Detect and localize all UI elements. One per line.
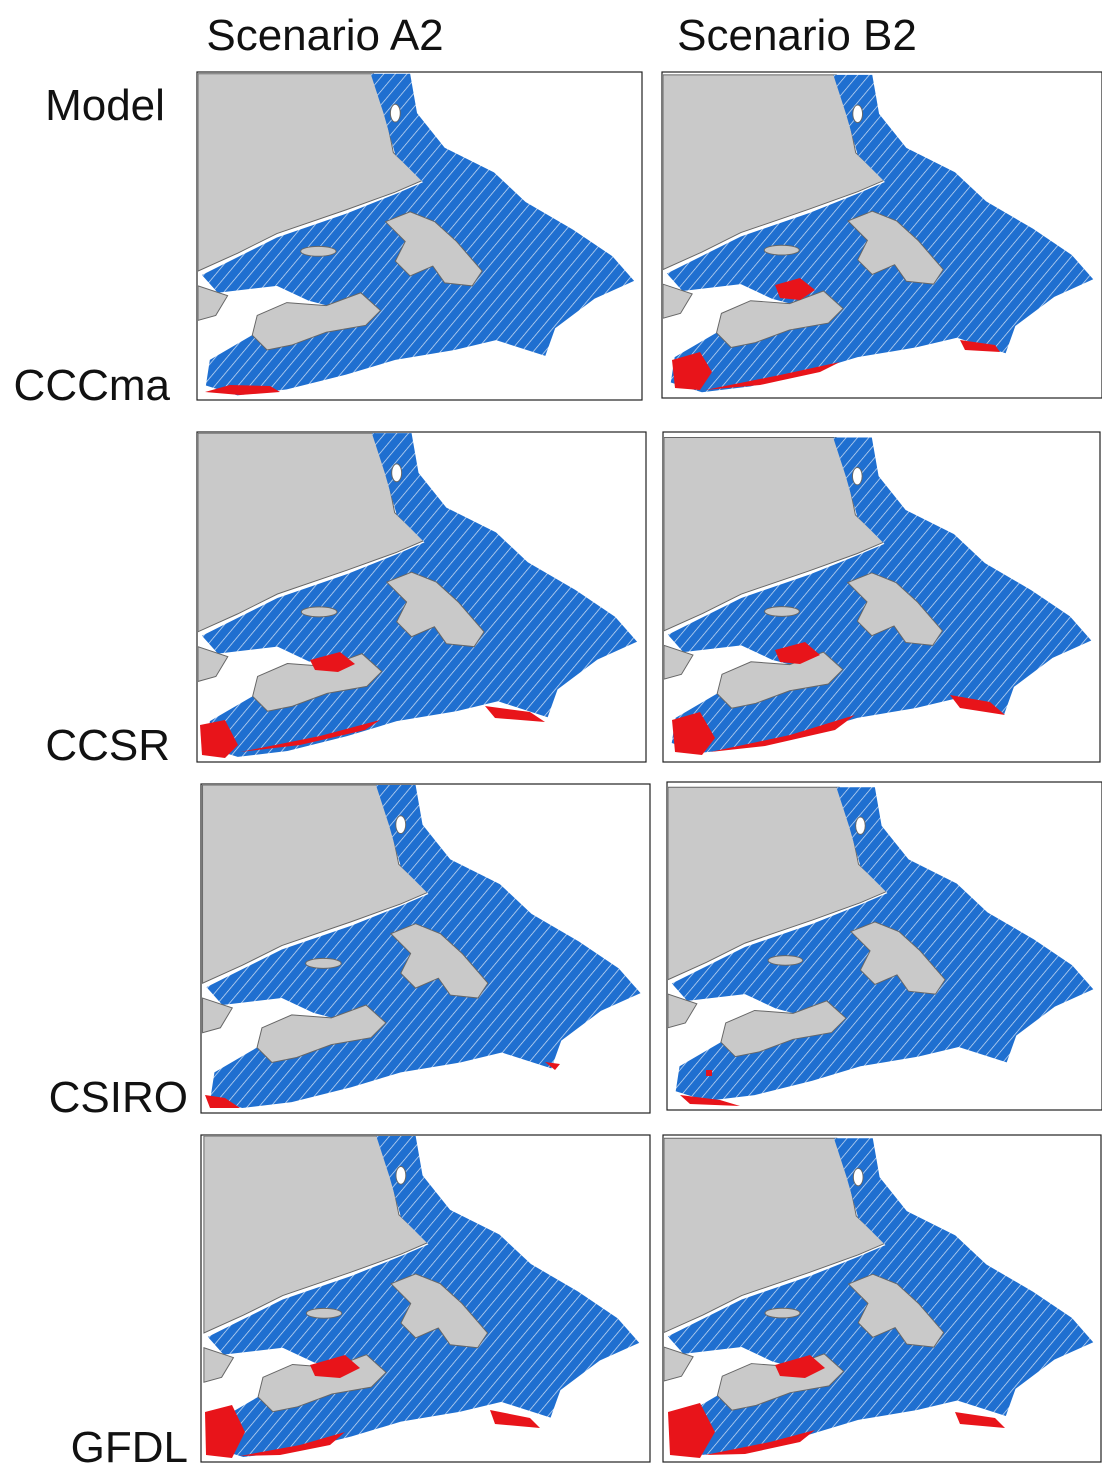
row-label: CCCma — [14, 361, 171, 410]
row-label: CCSR — [45, 721, 170, 770]
map-panel — [201, 1135, 650, 1462]
map-panel — [197, 72, 642, 400]
map-panel — [663, 1135, 1101, 1462]
row-label: CSIRO — [49, 1073, 188, 1122]
figure: Scenario A2 Scenario B2 Model CCCma CCSR… — [0, 0, 1102, 1467]
column-header: Scenario A2 — [206, 11, 443, 60]
map-panel — [201, 784, 650, 1113]
map-panel — [663, 432, 1100, 762]
row-header: Model — [45, 81, 165, 130]
column-header: Scenario B2 — [677, 11, 917, 60]
map-panel — [197, 432, 646, 762]
map-panel — [667, 782, 1102, 1110]
map-panel — [662, 72, 1102, 398]
row-label: GFDL — [71, 1423, 188, 1467]
